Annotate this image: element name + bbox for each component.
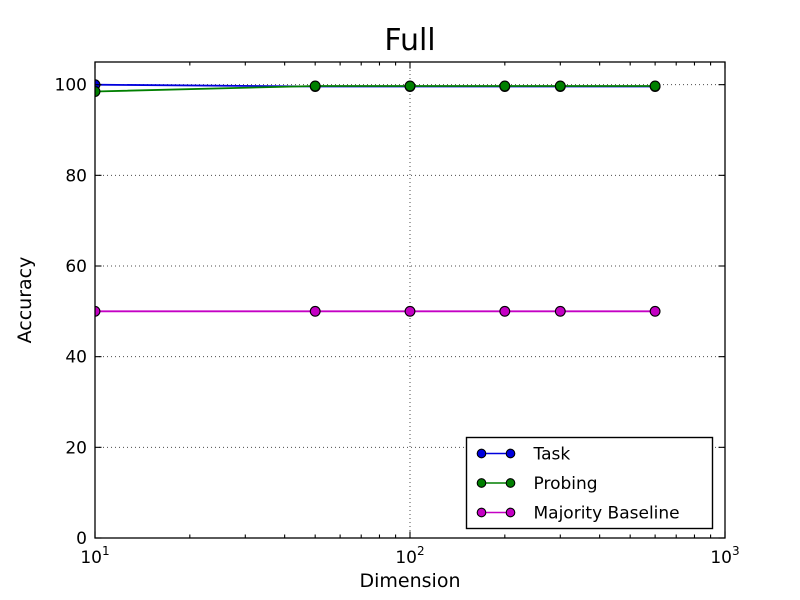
x-axis-label: Dimension bbox=[360, 570, 461, 592]
legend-item: Probing bbox=[476, 474, 598, 494]
x-tick-labels: 101 102 103 bbox=[80, 544, 739, 568]
data-point-majority-baseline bbox=[404, 305, 416, 317]
legend-marker bbox=[505, 478, 516, 488]
data-point-majority-baseline bbox=[309, 305, 321, 317]
legend-marker bbox=[476, 507, 487, 518]
data-point-probing bbox=[309, 80, 321, 92]
legend-label: Task bbox=[533, 445, 571, 465]
x-tick-label: 102 bbox=[395, 544, 424, 568]
series-line-probing bbox=[95, 85, 656, 93]
legend-marker bbox=[505, 507, 516, 518]
axis-ticks bbox=[94, 62, 726, 539]
legend-label: Majority Baseline bbox=[534, 504, 680, 524]
y-axis-label: Accuracy bbox=[14, 257, 36, 344]
legend-marker bbox=[476, 448, 487, 459]
series-majority-baseline bbox=[95, 305, 661, 317]
legend-marker bbox=[505, 448, 516, 459]
legend-item: Task bbox=[476, 445, 571, 465]
y-tick-labels: 0 20 40 60 80 100 bbox=[55, 76, 87, 549]
y-tick-label: 0 bbox=[76, 529, 87, 549]
series-probing bbox=[95, 80, 661, 97]
data-point-probing bbox=[95, 86, 101, 97]
legend: Task Probing Majority Baseline bbox=[465, 436, 714, 530]
data-point-probing bbox=[554, 80, 566, 92]
data-point-majority-baseline bbox=[554, 305, 566, 317]
x-tick-label: 103 bbox=[710, 544, 739, 568]
y-tick-label: 20 bbox=[65, 438, 87, 458]
legend-label: Probing bbox=[534, 474, 598, 494]
y-tick-label: 40 bbox=[65, 348, 87, 368]
y-tick-label: 100 bbox=[55, 76, 87, 96]
data-point-probing bbox=[649, 80, 661, 92]
data-series bbox=[95, 79, 661, 317]
data-point-majority-baseline bbox=[649, 305, 661, 317]
data-point-probing bbox=[404, 80, 416, 92]
y-tick-label: 60 bbox=[65, 257, 87, 277]
y-tick-label: 80 bbox=[65, 166, 87, 186]
legend-item: Majority Baseline bbox=[476, 504, 680, 524]
data-point-probing bbox=[499, 80, 511, 92]
legend-marker bbox=[476, 478, 487, 488]
data-point-majority-baseline bbox=[499, 305, 511, 317]
chart-title: Full bbox=[384, 23, 435, 58]
data-point-majority-baseline bbox=[95, 305, 101, 317]
